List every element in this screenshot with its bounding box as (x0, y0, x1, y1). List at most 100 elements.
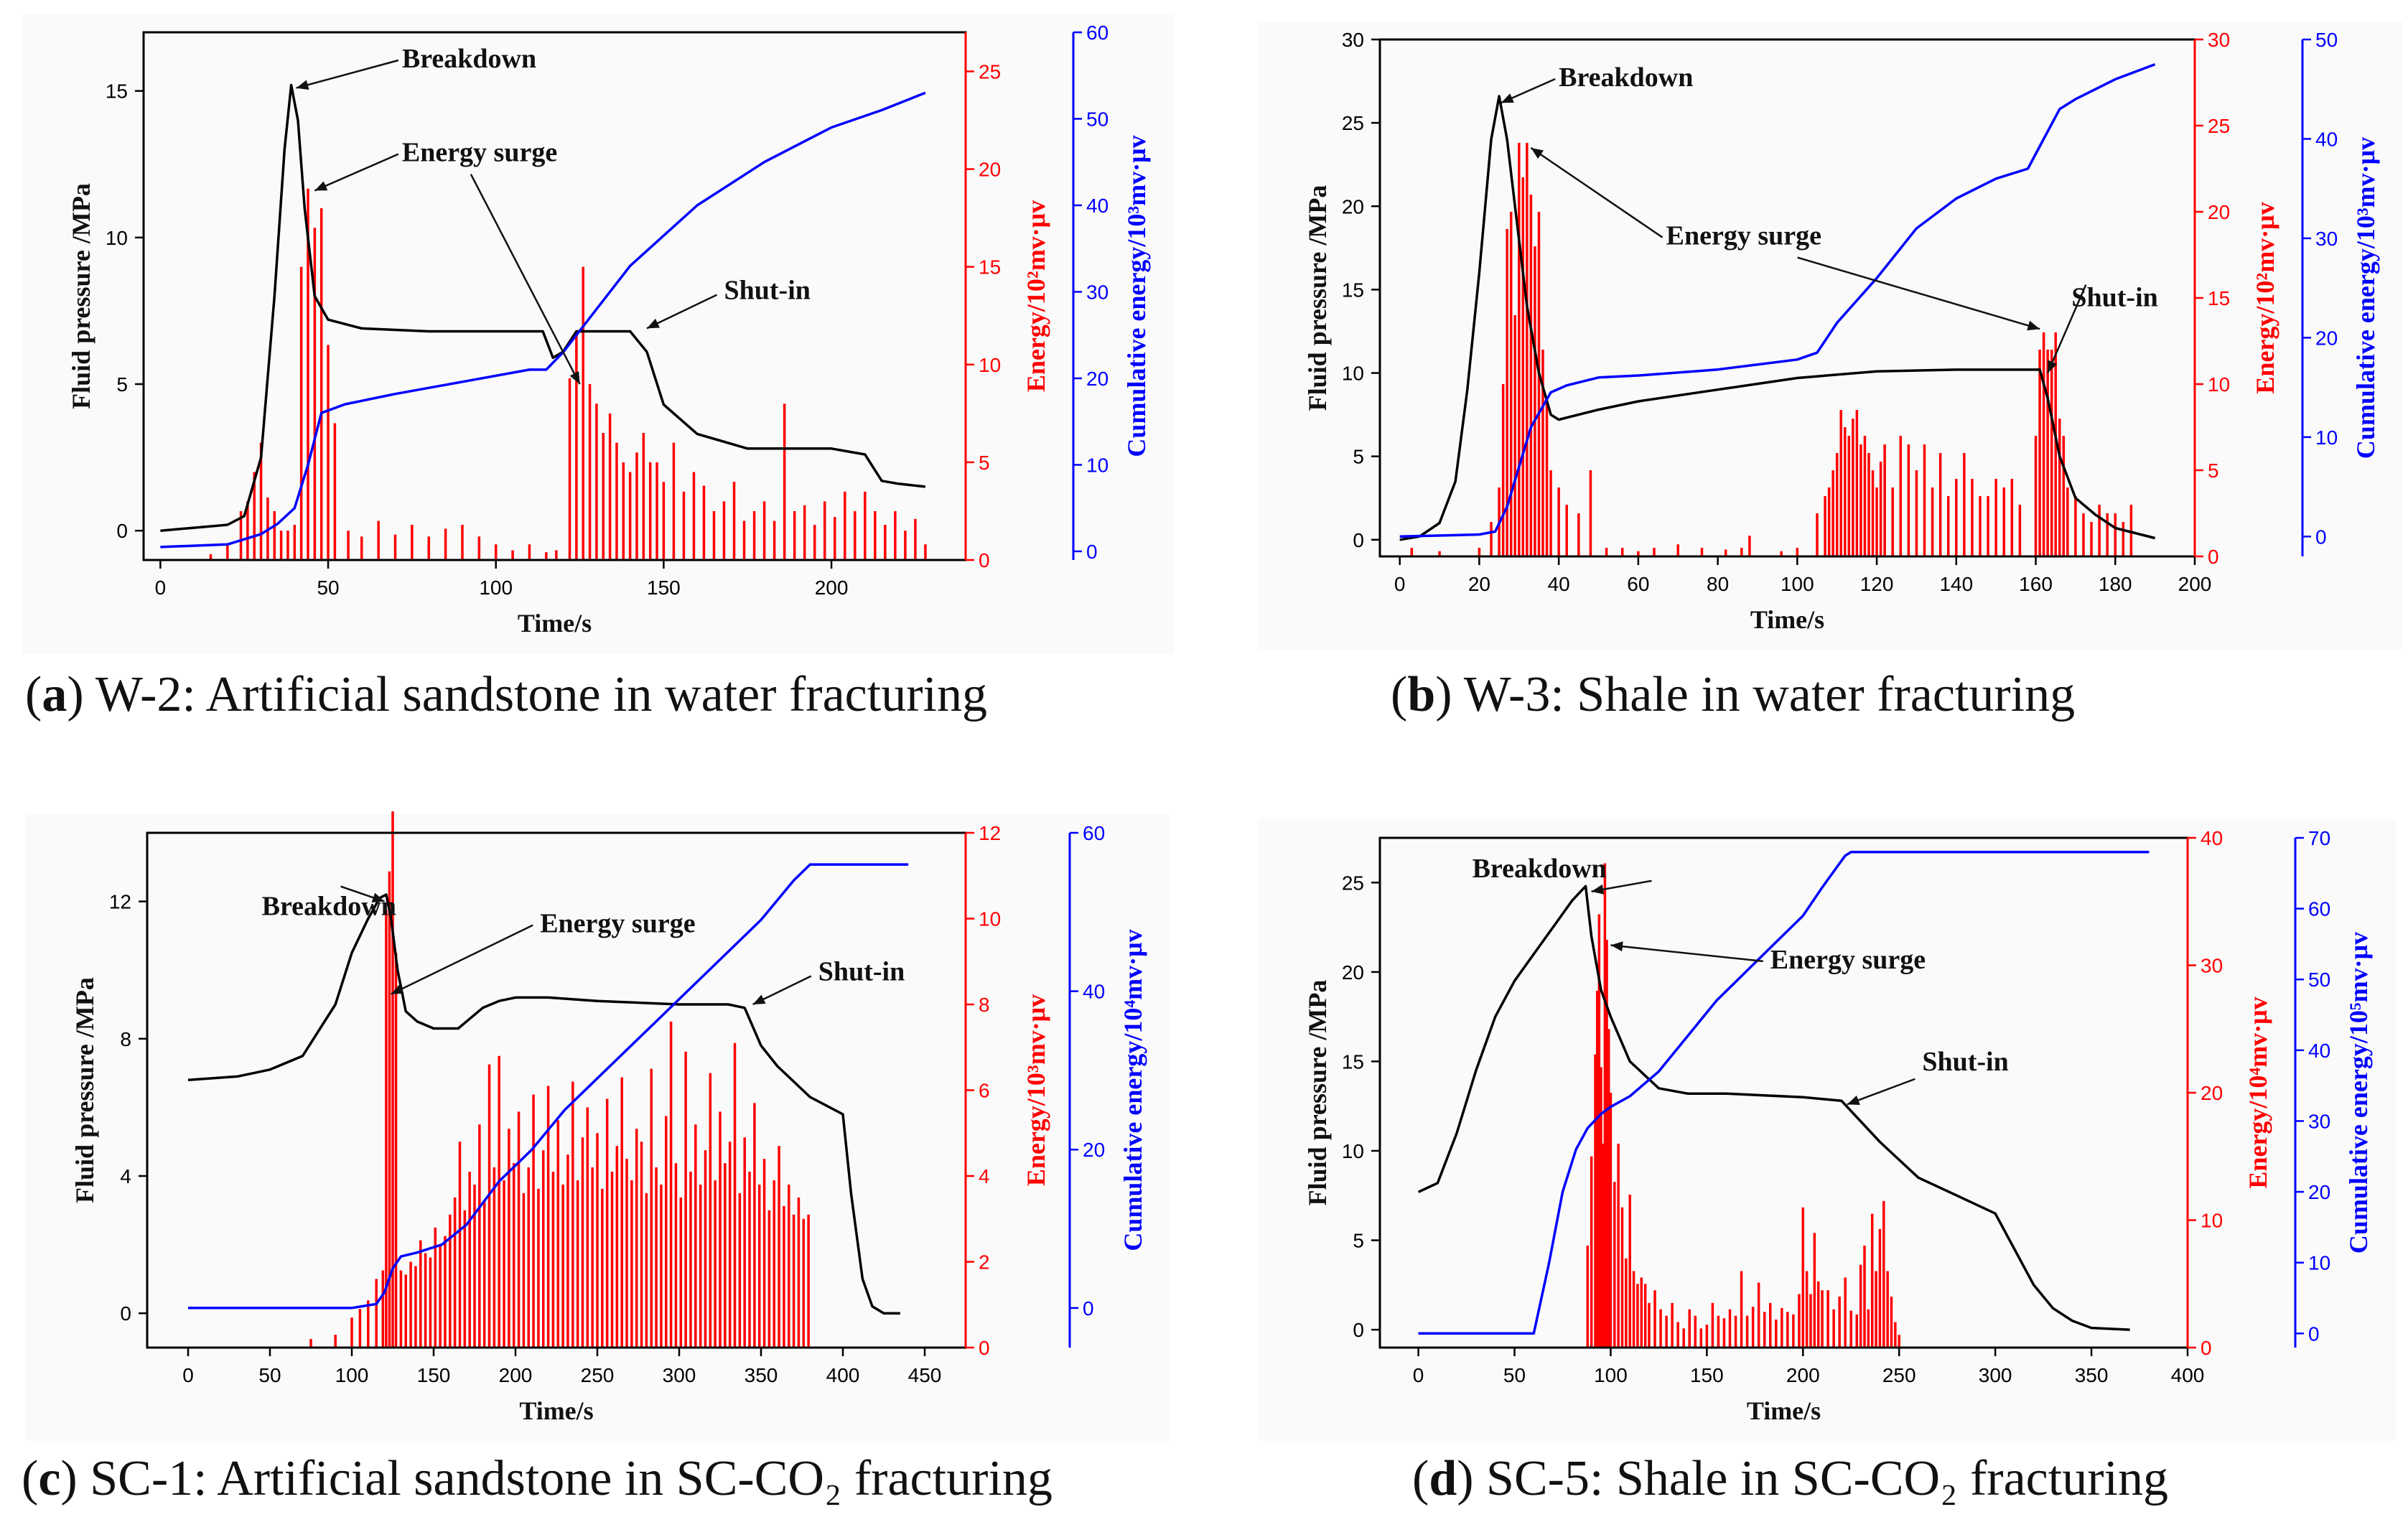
y-cum-tick-label: 50 (2308, 969, 2330, 991)
chart-panel-sc5: 0 50 100 150 200 250 300 350 400 0 5 10 15 20 25 0 10 20 3… (1204, 770, 2408, 1539)
annotation-label: Energy surge (1666, 221, 1821, 251)
caption-paren: ( (22, 1451, 38, 1506)
x-tick-label: 0 (1413, 1364, 1424, 1386)
figure-background (1258, 22, 2403, 650)
x-tick-label: 200 (1786, 1364, 1820, 1386)
y-cum-tick-label: 0 (1086, 541, 1098, 563)
figure-caption: (b) W-3: Shale in water fracturing (1391, 667, 2075, 722)
x-tick-label: 350 (745, 1364, 778, 1386)
y-energy-tick-label: 15 (2208, 287, 2230, 309)
x-tick-label: 100 (479, 577, 513, 599)
annotation-arrowhead (1610, 941, 1623, 952)
energy-bars (1586, 863, 1900, 1348)
x-tick-label: 0 (1394, 573, 1406, 595)
y-cum-tick-label: 0 (2308, 1322, 2320, 1345)
y-energy-tick-label: 20 (979, 159, 1001, 181)
y-left-tick-label: 10 (1342, 1140, 1364, 1162)
x-tick-label: 200 (499, 1364, 533, 1386)
y-left-axis-title: Fluid pressure /MPa (1303, 185, 1332, 411)
annotation-arrow (296, 59, 399, 89)
y-cum-tick-label: 20 (1086, 368, 1109, 390)
annotation-arrow (1797, 256, 2040, 330)
chart-panel-sc1: 0 50 100 150 200 250 300 350 400 450 0 4 8 12 0 2 4 6 8 10 1… (0, 770, 1204, 1539)
caption-letter: a (42, 667, 67, 722)
figure-caption: (d) SC-5: Shale in SC-CO₂ fracturing (1412, 1451, 2168, 1506)
y-energy-tick-label: 15 (979, 256, 1001, 279)
annotation-label: Energy surge (1770, 945, 1926, 975)
y-energy-tick-label: 40 (2201, 827, 2223, 849)
y-energy-tick-label: 0 (979, 1337, 990, 1359)
annotation-arrowhead (569, 371, 580, 384)
chart-svg: 0 50 100 150 200 250 300 350 400 4500481202468101… (22, 811, 1170, 1506)
x-tick-label: 450 (908, 1364, 942, 1386)
y-left-tick-label: 30 (1342, 29, 1364, 51)
annotation-arrowhead (2027, 320, 2040, 331)
y-cum-tick-label: 70 (2308, 827, 2330, 849)
y-cum-tick-label: 0 (1083, 1297, 1094, 1320)
annotation-label: Shut-in (724, 276, 811, 306)
caption-paren: ( (25, 667, 42, 722)
cumulative-energy-line (1399, 62, 2156, 538)
y-left-tick-label: 10 (106, 227, 128, 249)
y-cum-tick-label: 40 (2308, 1040, 2330, 1062)
x-tick-label: 40 (1548, 573, 1570, 595)
x-axis-title: Time/s (1747, 1396, 1821, 1425)
y-cum-tick-label: 40 (1086, 195, 1109, 217)
y-energy-tick-label: 0 (979, 549, 990, 571)
energy-bars (1410, 143, 2133, 556)
annotation-arrowhead (752, 994, 766, 1004)
annotation-label: Shut-in (1922, 1047, 2008, 1077)
annotation-arrow (470, 174, 581, 385)
caption-letter: c (38, 1451, 60, 1506)
y-left-axis-title: Fluid pressure /MPa (1303, 980, 1332, 1206)
x-tick-label: 200 (815, 577, 849, 599)
x-axis-title: Time/s (1750, 605, 1824, 634)
annotation-arrowhead (371, 892, 385, 902)
y-left-tick-label: 0 (1353, 1319, 1364, 1341)
y-cum-tick-label: 0 (2315, 526, 2327, 548)
chart-svg: 0 50 100 150 2000510150510152025010203040506… (22, 14, 1174, 722)
y-left-tick-label: 0 (120, 1302, 131, 1325)
y-left-tick-label: 5 (116, 373, 128, 396)
x-tick-label: 50 (258, 1364, 281, 1386)
x-tick-label: 180 (2099, 573, 2132, 595)
annotation-arrow (646, 294, 718, 330)
fluid-pressure-line (160, 83, 926, 532)
y-cum-tick-label: 50 (2315, 29, 2338, 51)
y-energy-tick-label: 2 (979, 1251, 990, 1274)
annotation-arrow (2046, 284, 2087, 374)
y-cum-tick-label: 20 (1083, 1139, 1105, 1161)
y-left-tick-label: 8 (120, 1028, 131, 1050)
x-tick-label: 60 (1627, 573, 1649, 595)
caption-letter: b (1407, 667, 1435, 722)
x-tick-label: 300 (663, 1364, 696, 1386)
x-tick-label: 100 (335, 1364, 369, 1386)
x-tick-label: 50 (317, 577, 339, 599)
x-tick-label: 150 (417, 1364, 451, 1386)
annotation-arrow (391, 924, 533, 995)
caption-text: ) W-2: Artificial sandstone in water fra… (67, 667, 987, 722)
chart-svg: 0 50 100 150 200 250 300 350 4000510152025010203… (1258, 820, 2396, 1506)
annotation-label: Shut-in (818, 957, 905, 987)
y-cum-tick-label: 60 (1083, 822, 1105, 844)
annotation-arrowhead (296, 80, 309, 90)
x-tick-label: 120 (1860, 573, 1894, 595)
y-energy-tick-label: 10 (979, 354, 1001, 376)
energy-bars (209, 188, 927, 560)
x-tick-label: 80 (1707, 573, 1729, 595)
y-energy-tick-label: 30 (2201, 955, 2223, 977)
chart-panel-w2: 0 50 100 150 200 0 5 10 15 0 5 10 15 20 25 0 10 20 30 40 50 6… (0, 0, 1204, 770)
annotation-arrow (1610, 944, 1763, 963)
y-cum-axis-title: Cumulative energy/10⁴mv·μv (1119, 929, 1147, 1251)
x-axis-title: Time/s (519, 1396, 593, 1425)
x-tick-label: 350 (2075, 1364, 2109, 1386)
y-energy-axis-title: Energy/10⁴mv·μv (2244, 997, 2272, 1188)
x-tick-label: 140 (1939, 573, 1973, 595)
x-tick-label: 250 (1882, 1364, 1916, 1386)
y-energy-tick-label: 4 (979, 1165, 990, 1187)
y-energy-tick-label: 6 (979, 1080, 990, 1102)
cumulative-energy-line (1418, 850, 2150, 1335)
y-energy-tick-label: 30 (2208, 29, 2230, 51)
caption-paren: ( (1391, 667, 1407, 722)
annotation-label: Breakdown (1473, 854, 1607, 884)
